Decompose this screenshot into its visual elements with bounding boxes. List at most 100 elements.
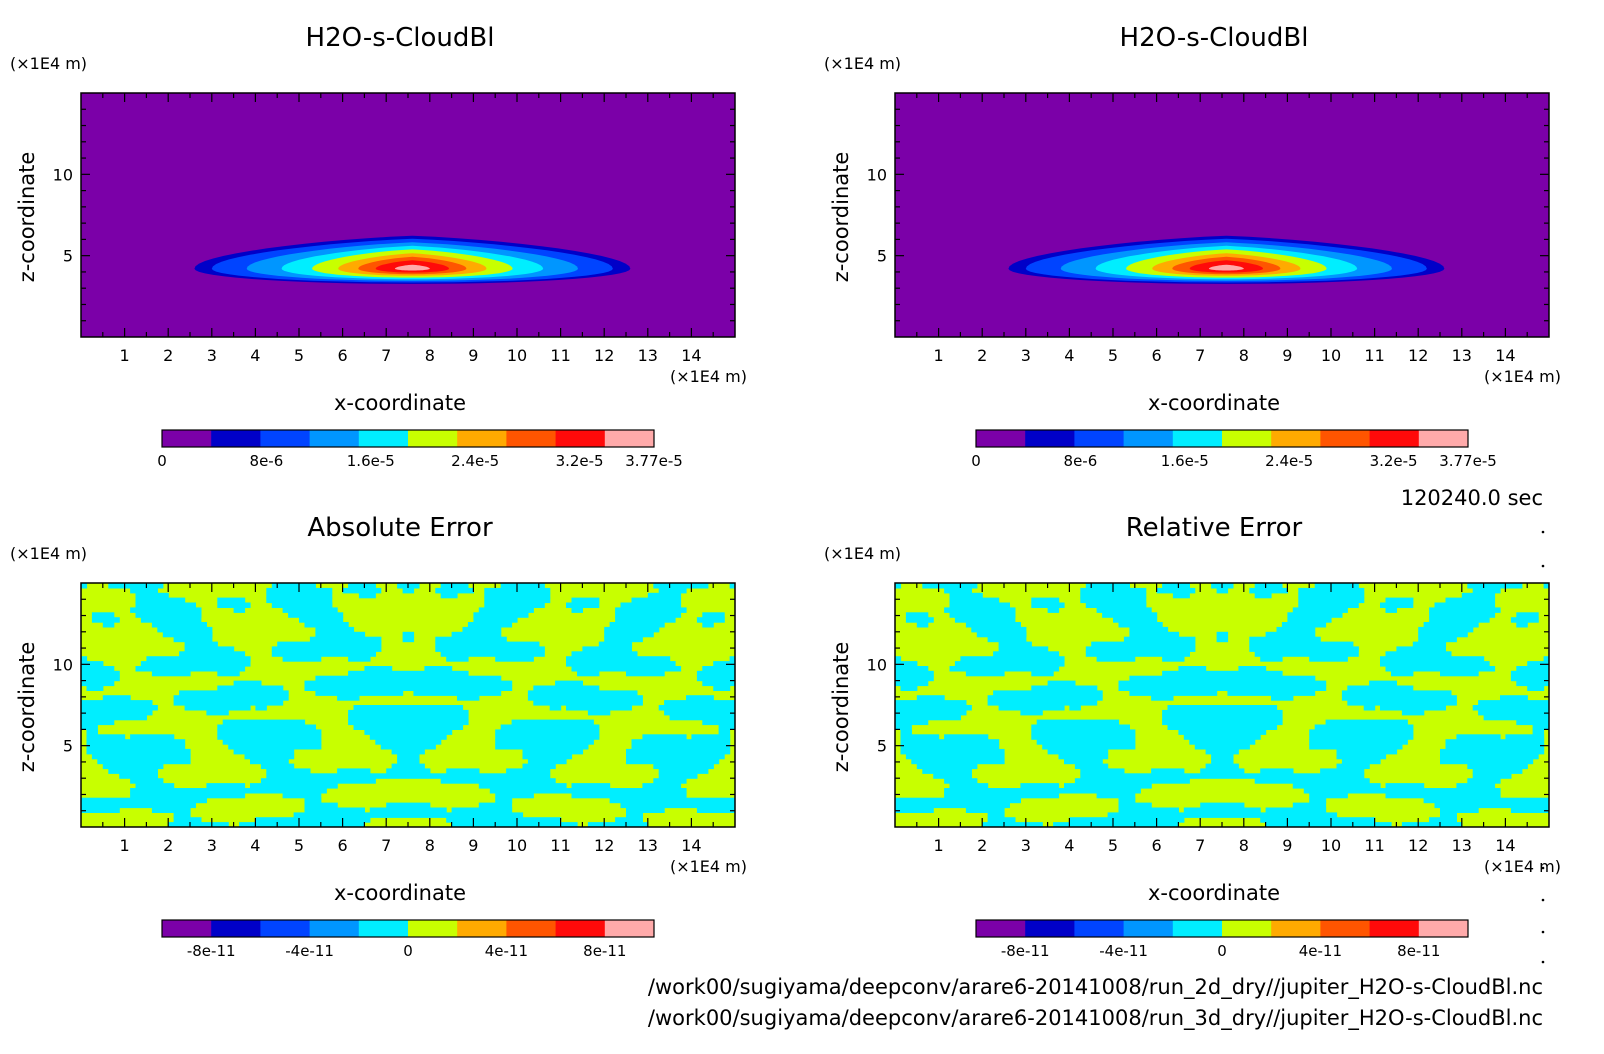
error-cell-negative xyxy=(135,783,175,789)
error-cell-negative xyxy=(81,724,98,730)
error-cell-negative xyxy=(151,622,207,628)
colorbar-label: 8e-11 xyxy=(1397,942,1440,960)
error-cell-negative xyxy=(299,617,344,623)
colorbar-swatch xyxy=(457,920,507,937)
error-cell-negative xyxy=(1472,705,1549,711)
error-cell-negative xyxy=(577,670,600,677)
error-cell-negative xyxy=(250,758,289,765)
plot-area xyxy=(81,93,735,337)
error-cell-negative xyxy=(380,744,436,750)
error-cell-negative xyxy=(718,729,731,735)
colorbar: 0 8e-6 1.6e-5 2.4e-5 3.2e-5 3.77e-5 xyxy=(971,429,1497,470)
panel-top-right: 1 2 3 4 5 6 7 8 9 10 11 12 13 14510H2O-s-CloudBl(×1E4… xyxy=(824,23,1561,470)
background-level-0 xyxy=(895,93,1549,337)
colorbar-swatch xyxy=(506,920,557,937)
error-cell-negative xyxy=(353,724,464,730)
error-cell-negative xyxy=(130,788,327,794)
error-cell-negative xyxy=(1178,729,1267,735)
x-tick-label: 1 xyxy=(120,346,130,365)
error-cell-negative xyxy=(86,748,191,755)
error-cell-negative xyxy=(1309,729,1414,735)
error-cell-negative xyxy=(1162,719,1283,726)
error-cell-negative xyxy=(244,753,295,760)
error-cell-negative xyxy=(1298,592,1365,599)
x-tick-label: 7 xyxy=(381,346,391,365)
error-cell-negative xyxy=(1516,622,1528,628)
error-cell-negative xyxy=(151,807,191,813)
error-cell-negative xyxy=(1118,797,1136,804)
error-cell-negative xyxy=(151,670,191,677)
error-cell-negative xyxy=(162,631,213,638)
y-tick-label: 5 xyxy=(63,737,73,756)
colorbar-swatch xyxy=(1172,920,1223,937)
x-tick-label: 13 xyxy=(638,836,658,855)
error-cell-negative xyxy=(571,597,600,604)
error-cell-negative xyxy=(108,768,158,774)
error-cell-negative xyxy=(1260,768,1294,774)
error-cell-negative xyxy=(1200,802,1245,809)
error-cell-negative xyxy=(81,807,120,813)
error-cell-negative xyxy=(1369,680,1397,687)
error-cell-negative xyxy=(1472,587,1501,594)
x-axis-label: x-coordinate xyxy=(1148,881,1280,905)
error-cell-negative xyxy=(1058,753,1109,760)
error-cell-negative xyxy=(905,753,1005,760)
error-cell-negative xyxy=(998,641,1032,648)
error-cell-negative xyxy=(173,636,213,643)
error-cell-negative xyxy=(1445,597,1496,604)
error-cell-negative xyxy=(587,709,611,716)
error-cell-negative xyxy=(386,802,431,809)
error-cell-negative xyxy=(1461,592,1496,599)
error-cell-negative xyxy=(217,734,322,740)
panel-title: Relative Error xyxy=(1126,513,1303,543)
error-cell-negative xyxy=(282,607,338,613)
error-cell-negative xyxy=(615,817,643,823)
error-cell-negative xyxy=(1091,641,1196,648)
error-cell-negative xyxy=(1205,748,1239,755)
error-cell-negative xyxy=(293,812,524,818)
colorbar-swatch xyxy=(162,430,212,447)
error-cell-negative xyxy=(1478,709,1549,716)
error-cell-negative xyxy=(173,700,284,706)
error-cell-negative xyxy=(1271,695,1294,701)
error-cell-negative xyxy=(304,807,365,813)
error-cell-negative xyxy=(1347,700,1457,706)
error-cell-negative xyxy=(1516,680,1549,687)
error-cell-negative xyxy=(922,768,972,774)
error-cell-negative xyxy=(1036,719,1120,726)
error-cell-negative xyxy=(217,729,322,735)
error-cell-negative xyxy=(315,631,366,638)
error-cell-negative xyxy=(620,602,682,608)
error-cell-negative xyxy=(495,797,513,804)
error-cell-negative xyxy=(1543,656,1549,662)
error-cell-negative xyxy=(1440,748,1545,755)
error-cell-negative xyxy=(949,592,983,599)
error-cell-negative xyxy=(1118,680,1327,687)
error-cell-negative xyxy=(146,656,251,662)
contour-level-9 xyxy=(394,264,430,271)
error-cell-negative xyxy=(140,617,202,623)
error-cell-negative xyxy=(440,651,545,657)
x-tick-label: 6 xyxy=(1152,836,1162,855)
error-cell-negative xyxy=(1380,705,1446,711)
edge-dot xyxy=(1541,866,1545,870)
error-cell-negative xyxy=(647,592,682,599)
error-cell-negative xyxy=(353,705,464,711)
error-cell-negative xyxy=(1064,783,1152,789)
error-cell-negative xyxy=(922,583,978,589)
error-cell-negative xyxy=(1336,753,1387,760)
error-cell-negative xyxy=(1216,587,1229,594)
x-tick-label: 12 xyxy=(1408,836,1428,855)
error-cell-negative xyxy=(895,719,929,726)
error-cell-negative xyxy=(473,617,518,623)
x-tick-label: 9 xyxy=(468,836,478,855)
error-cell-negative xyxy=(233,748,295,755)
error-cell-negative xyxy=(271,651,376,657)
colorbar-frame xyxy=(161,429,655,448)
error-cell-negative xyxy=(1211,758,1234,765)
error-cell-negative xyxy=(386,768,431,774)
colorbar-swatch xyxy=(1320,920,1371,937)
error-cell-negative xyxy=(555,680,583,687)
x-axis-label: x-coordinate xyxy=(334,881,466,905)
error-cell-negative xyxy=(206,783,246,789)
